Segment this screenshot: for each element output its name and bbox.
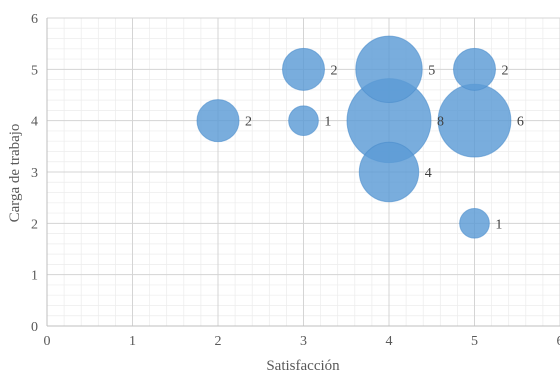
bubble [437,83,512,158]
x-tick-label: 2 [215,334,222,349]
y-tick-label: 4 [31,115,38,130]
x-tick-label: 0 [44,334,51,349]
bubble-data-label: 6 [517,115,524,130]
bubble-data-label: 1 [324,115,331,130]
bubble [282,47,325,91]
bubble-data-label: 5 [428,63,435,78]
x-tick-label: 4 [386,334,393,349]
x-tick-label: 5 [471,334,478,349]
bubble-data-label: 1 [495,217,502,232]
bubble-labels: 2 2 1 5 8 4 2 6 1 [245,63,524,232]
y-tick-label: 5 [31,63,38,78]
x-tick-label: 6 [557,334,560,349]
bubble-data-label: 2 [502,63,509,78]
bubble-data-label: 2 [331,63,338,78]
x-axis-title: Satisfacción [266,358,340,373]
tick-labels: 0 1 2 3 4 5 6 0 1 2 3 4 5 6 [31,12,560,349]
x-tick-label: 3 [300,334,307,349]
bubble [358,141,420,203]
x-tick-label: 1 [129,334,136,349]
y-tick-label: 0 [31,320,38,335]
axes [46,18,560,327]
bubble [453,47,496,91]
bubble [196,99,240,143]
bubble [459,207,490,239]
bubbles [196,35,512,239]
bubble-data-label: 8 [437,115,444,130]
y-tick-label: 6 [31,12,38,27]
y-tick-label: 3 [31,166,38,181]
y-tick-label: 1 [31,269,38,284]
bubble [355,35,423,104]
bubble-data-label: 2 [245,115,252,130]
y-axis-title: Carga de trabajo [7,124,23,223]
y-tick-label: 2 [31,217,38,232]
bubble-data-label: 4 [425,166,432,181]
bubble [288,105,319,137]
